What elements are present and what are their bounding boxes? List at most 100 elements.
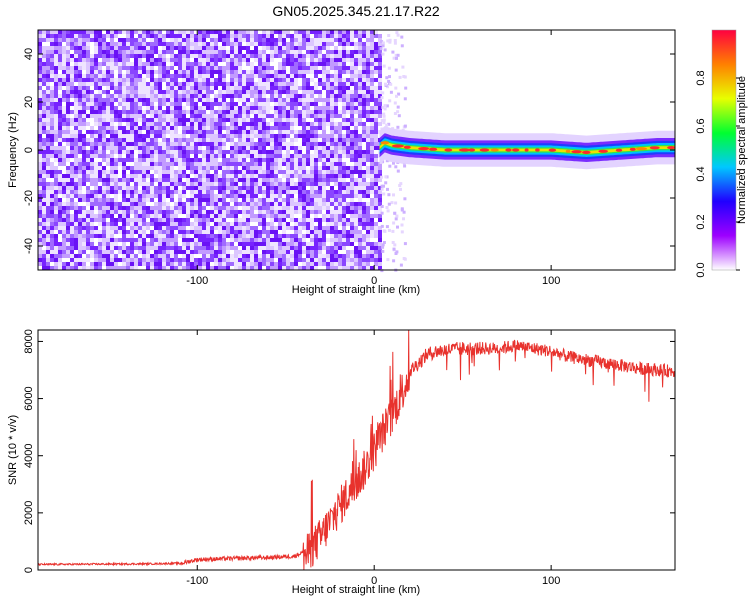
spectrogram-cell: [86, 178, 90, 182]
spectrogram-cell: [246, 34, 250, 38]
spectrogram-cell: [50, 194, 54, 198]
spectrogram-cell: [290, 226, 294, 230]
spectrogram-cell: [134, 122, 138, 126]
spectrogram-cell: [250, 94, 254, 98]
spectrogram-cell: [242, 138, 246, 142]
spectrogram-cell: [186, 122, 190, 126]
spectrogram-cell: [78, 234, 82, 238]
spectrogram-cell: [314, 246, 318, 250]
spectrogram-cell: [58, 54, 62, 58]
spectrogram-cell: [90, 222, 94, 226]
spectrogram-cell: [214, 178, 218, 182]
spectrogram-cell: [278, 50, 282, 54]
spectrogram-cell: [330, 250, 334, 254]
spectrogram-cell: [170, 170, 174, 174]
spectrogram-cell: [242, 258, 246, 262]
spectrogram-cell: [338, 170, 342, 174]
spectrogram-cell: [102, 254, 106, 258]
spectrogram-cell: [146, 54, 150, 58]
spectrogram-cell: [306, 246, 310, 250]
spectrogram-cell: [362, 182, 366, 186]
spectrogram-cell: [262, 178, 266, 182]
spectrogram-cell: [246, 126, 250, 130]
spectrogram-cell: [110, 50, 114, 54]
spectrogram-cell: [334, 158, 338, 162]
spectrogram-cell: [194, 90, 198, 94]
spectrogram-cell: [54, 46, 58, 50]
spectrogram-cell: [46, 34, 50, 38]
spectrogram-cell: [218, 146, 222, 150]
spectrogram-cell: [178, 146, 182, 150]
spectrogram-cell: [110, 218, 114, 222]
spectrogram-cell: [214, 66, 218, 70]
spectrogram-cell: [78, 194, 82, 198]
signal-peak: [565, 149, 571, 153]
spectrogram-cell: [198, 122, 202, 126]
spectrogram-cell: [114, 50, 118, 54]
spectrogram-cell: [214, 214, 218, 218]
spectrogram-cell: [322, 194, 326, 198]
spectrogram-cell: [38, 42, 42, 46]
spectrogram-cell: [358, 234, 362, 238]
spectrogram-cell: [78, 46, 82, 50]
spectrogram-cell: [242, 202, 246, 206]
spectrogram-cell: [98, 66, 102, 70]
spectrogram-cell: [158, 226, 162, 230]
spectrogram-cell: [262, 86, 266, 90]
spectrogram-cell: [238, 66, 242, 70]
spectrogram-cell: [122, 114, 126, 118]
spectrogram-cell: [290, 246, 294, 250]
spectrogram-cell: [358, 170, 362, 174]
spectrogram-cell: [334, 206, 338, 210]
spectrogram-cell: [238, 126, 242, 130]
spectrogram-cell: [286, 226, 290, 230]
spectrogram-cell: [42, 90, 46, 94]
spectrogram-cell: [314, 202, 318, 206]
spectrogram-cell: [194, 246, 198, 250]
spectrogram-cell: [70, 122, 74, 126]
spectrogram-cell: [78, 142, 82, 146]
spectrogram-cell: [170, 126, 174, 130]
spectrogram-cell: [298, 118, 302, 122]
spectrogram-cell: [38, 242, 42, 246]
spectrogram-cell: [146, 266, 150, 270]
spectrogram-cell: [262, 254, 266, 258]
spectrogram-cell: [162, 66, 166, 70]
spectrogram-cell: [202, 246, 206, 250]
spectrogram-cell: [258, 166, 262, 170]
spectrogram-cell: [130, 258, 134, 262]
spectrogram-cell: [214, 206, 218, 210]
spectrogram-cell: [126, 98, 130, 102]
spectrogram-cell: [366, 46, 370, 50]
spectrogram-cell: [210, 154, 214, 158]
spectrogram-cell: [142, 238, 146, 242]
spectrogram-cell: [50, 138, 54, 142]
spectrogram-cell: [282, 66, 286, 70]
spectrogram-cell: [66, 118, 70, 122]
spectrogram-cell: [170, 78, 174, 82]
spectrogram-cell: [218, 190, 222, 194]
spectrogram-cell: [198, 106, 202, 110]
spectrogram-cell: [134, 206, 138, 210]
signal-peak: [391, 144, 404, 148]
spectrogram-cell: [266, 210, 270, 214]
spectrogram-cell: [266, 46, 270, 50]
spectrogram-cell: [94, 150, 98, 154]
spectrogram-cell: [310, 122, 314, 126]
spectrogram-cell: [262, 154, 266, 158]
spectrogram-cell: [393, 112, 397, 115]
spectrogram-cell: [82, 66, 86, 70]
spectrogram-cell: [58, 110, 62, 114]
spectrogram-cell: [186, 46, 190, 50]
spectrogram-cell: [210, 162, 214, 166]
spectrogram-cell: [334, 114, 338, 118]
spectrogram-cell: [314, 106, 318, 110]
spectrogram-cell: [246, 142, 250, 146]
spectrogram-cell: [290, 214, 294, 218]
spectrogram-cell: [310, 94, 314, 98]
spectrogram-cell: [254, 46, 258, 50]
spectrogram-cell: [138, 202, 142, 206]
spectrogram-cell: [322, 54, 326, 58]
spectrogram-cell: [362, 58, 366, 62]
spectrogram-cell: [306, 86, 310, 90]
